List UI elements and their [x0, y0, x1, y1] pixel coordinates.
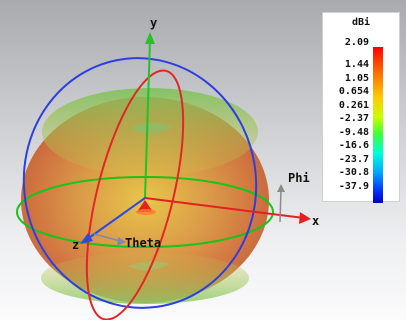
- z-axis-arrow: [80, 233, 93, 244]
- phi-axis-arrow: [277, 184, 285, 192]
- phi-axis-label: Phi: [288, 171, 310, 185]
- colorbar-tick-label: 1.44: [344, 59, 369, 70]
- pattern-bottom-dimple: [128, 261, 170, 271]
- y-axis-arrow: [145, 32, 155, 44]
- colorbar-tick-label: -37.9: [338, 180, 369, 192]
- colorbar-tick-label: 1.05: [344, 72, 369, 84]
- z-axis-label: z: [72, 238, 80, 252]
- x-axis-arrow: [299, 212, 311, 224]
- colorbar-tick-label: -16.6: [338, 140, 369, 151]
- colorbar-tick-label: 2.09: [344, 37, 369, 48]
- theta-axis-arrow: [117, 237, 126, 246]
- colorbar-legend: dBi 2.09 1.44 1.05 0.654 0.261 -2.37 -9.48 -16.…: [322, 12, 400, 203]
- colorbar-tick-label: -9.48: [338, 126, 369, 138]
- origin-marker: [137, 200, 153, 212]
- pattern-top-dimple: [130, 122, 172, 134]
- colorbar-tick-label: 0.654: [338, 86, 369, 97]
- y-axis-label: y: [150, 16, 158, 30]
- x-axis-label: x: [312, 214, 320, 228]
- origin-marker-base: [136, 209, 156, 215]
- colorbar-tick-label: -2.37: [338, 113, 369, 124]
- colorbar-gradient: [373, 47, 383, 203]
- z-axis-line: [85, 197, 146, 241]
- colorbar-unit: dBi: [351, 17, 371, 28]
- colorbar-tick-label: -23.7: [338, 153, 369, 165]
- colorbar-tick-label: 0.261: [338, 99, 369, 111]
- theta-circle-red: [85, 69, 185, 320]
- x-axis-line: [144, 197, 305, 219]
- phi-axis-line: [279, 187, 282, 223]
- theta-circle-blue: [22, 57, 258, 309]
- colorbar-tick-label: -30.8: [338, 167, 369, 178]
- y-axis-line: [144, 39, 151, 199]
- theta-axis-label: Theta: [125, 236, 162, 250]
